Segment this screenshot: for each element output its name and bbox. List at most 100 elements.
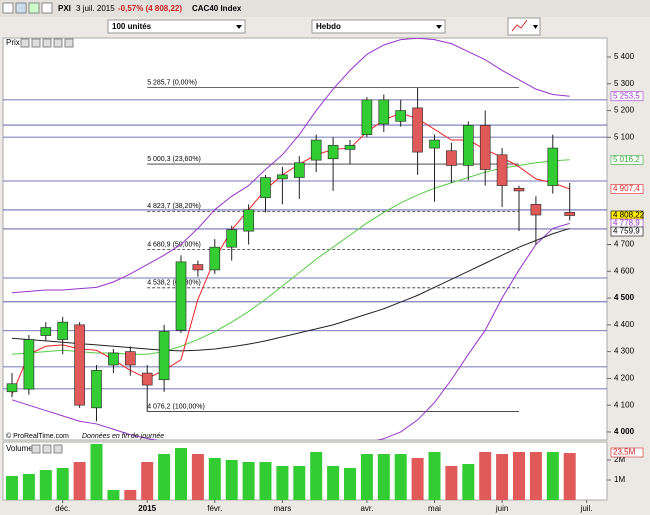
y-tick-label: 4 400 [614,320,635,329]
x-tick-label: avr. [360,504,373,513]
fibonacci-label: 5 000,3 (23,60%) [147,156,201,163]
x-tick-label: mai [428,504,441,513]
panel-icon[interactable] [42,444,52,454]
price-badge [610,184,644,194]
candle-body [108,352,119,366]
candle-body [344,145,356,150]
candle-body [23,339,35,390]
chart-icon [511,19,528,32]
price-badge-label: 5 016,2 [613,155,640,164]
panel-icon[interactable] [64,38,74,48]
volume-bar [394,454,407,500]
credit: © ProRealTime.com [6,432,69,440]
panel-icon[interactable] [42,38,52,48]
panel-icon[interactable] [31,444,41,454]
candle-body [243,209,254,232]
icon[interactable] [28,2,40,14]
volume-bar [276,466,289,500]
fibonacci-label: 4 823,7 (38,20%) [147,203,201,210]
chart-type-select[interactable] [507,17,541,36]
candle-body [175,261,187,331]
volume-bar [529,452,542,500]
candle-body [260,177,271,198]
fibonacci-label: 5 285,7 (0,00%) [147,79,197,86]
price-badge [610,91,644,102]
volume-bar [411,458,424,500]
volume-plot [6,444,576,500]
panel-icon[interactable] [31,38,41,48]
volume-tick-label: 2M [614,455,625,464]
volume-bar [191,454,204,500]
candle-body [226,229,237,248]
icon[interactable] [15,2,27,14]
volume-bar [22,474,35,500]
candle-body [277,174,288,180]
y-tick-label: 4 200 [614,374,635,383]
dropdown-arrow [236,25,242,29]
indicator-line [11,222,570,440]
y-tick-label: 5 200 [614,106,635,115]
volume-bar [310,452,323,500]
candle-body [91,370,102,409]
quantity: 100 unités [112,22,152,31]
candle-body [125,351,136,366]
dropdown-arrow [533,25,538,29]
volume-badge [610,447,644,458]
candle-body [530,204,542,216]
period-select[interactable] [311,19,446,34]
period: Hebdo [316,22,341,31]
volume-bar [360,454,373,500]
volume-bar [73,462,86,500]
volume-bar [242,462,255,500]
indicator-line [11,112,570,395]
volume-bar [344,468,356,500]
credit-note: Données en fin de journée [82,433,164,440]
toolbar [0,0,650,17]
candle-body [293,162,305,178]
candle-body [496,154,508,186]
volume-bar [39,470,52,500]
candle-body [361,99,373,135]
x-tick-label: 2015 [138,504,156,513]
y-tick-label: 4 000 [614,427,635,436]
candle-body [141,372,153,386]
volume-bar [56,468,69,500]
icon[interactable] [41,2,53,14]
volume-bar [479,452,492,500]
date: 3 juil. 2015 [76,4,115,13]
volume-bar [428,452,441,500]
candle-body [479,125,491,170]
price-badge-label: 4 778,9 [613,219,640,228]
dropdown-arrow [436,25,442,29]
quantity-select[interactable] [107,19,246,34]
indicator-line [11,38,570,294]
candle-body [74,324,85,406]
volume-bar [377,454,390,500]
panel-icon[interactable] [20,38,30,48]
panel-icon[interactable] [53,38,63,48]
icon[interactable] [2,2,14,14]
price-badge [610,155,644,165]
x-tick-label: mars [274,504,292,513]
candle-body [310,139,322,161]
panel-icon[interactable] [53,444,63,454]
y-tick-label: 4 500 [614,293,635,302]
x-tick-label: juil. [580,504,593,513]
symbol: PXI [58,4,71,13]
fibonacci-label: 4 076,2 (100,00%) [147,403,205,410]
candle-body [6,383,18,393]
volume-bar [208,458,221,500]
change: -0,57% (4 808,22) [118,4,182,13]
volume-bar [141,462,154,500]
candle-body [158,331,170,381]
x-tick-label: juin [495,504,508,513]
y-tick-label: 4 700 [614,240,635,249]
candle-body [547,147,559,186]
candle-body [412,107,423,153]
volume-bar [90,444,103,500]
price-panel [2,37,608,441]
volume-bar [546,452,559,500]
volume-bar [513,452,525,500]
volume-bar [563,453,576,500]
